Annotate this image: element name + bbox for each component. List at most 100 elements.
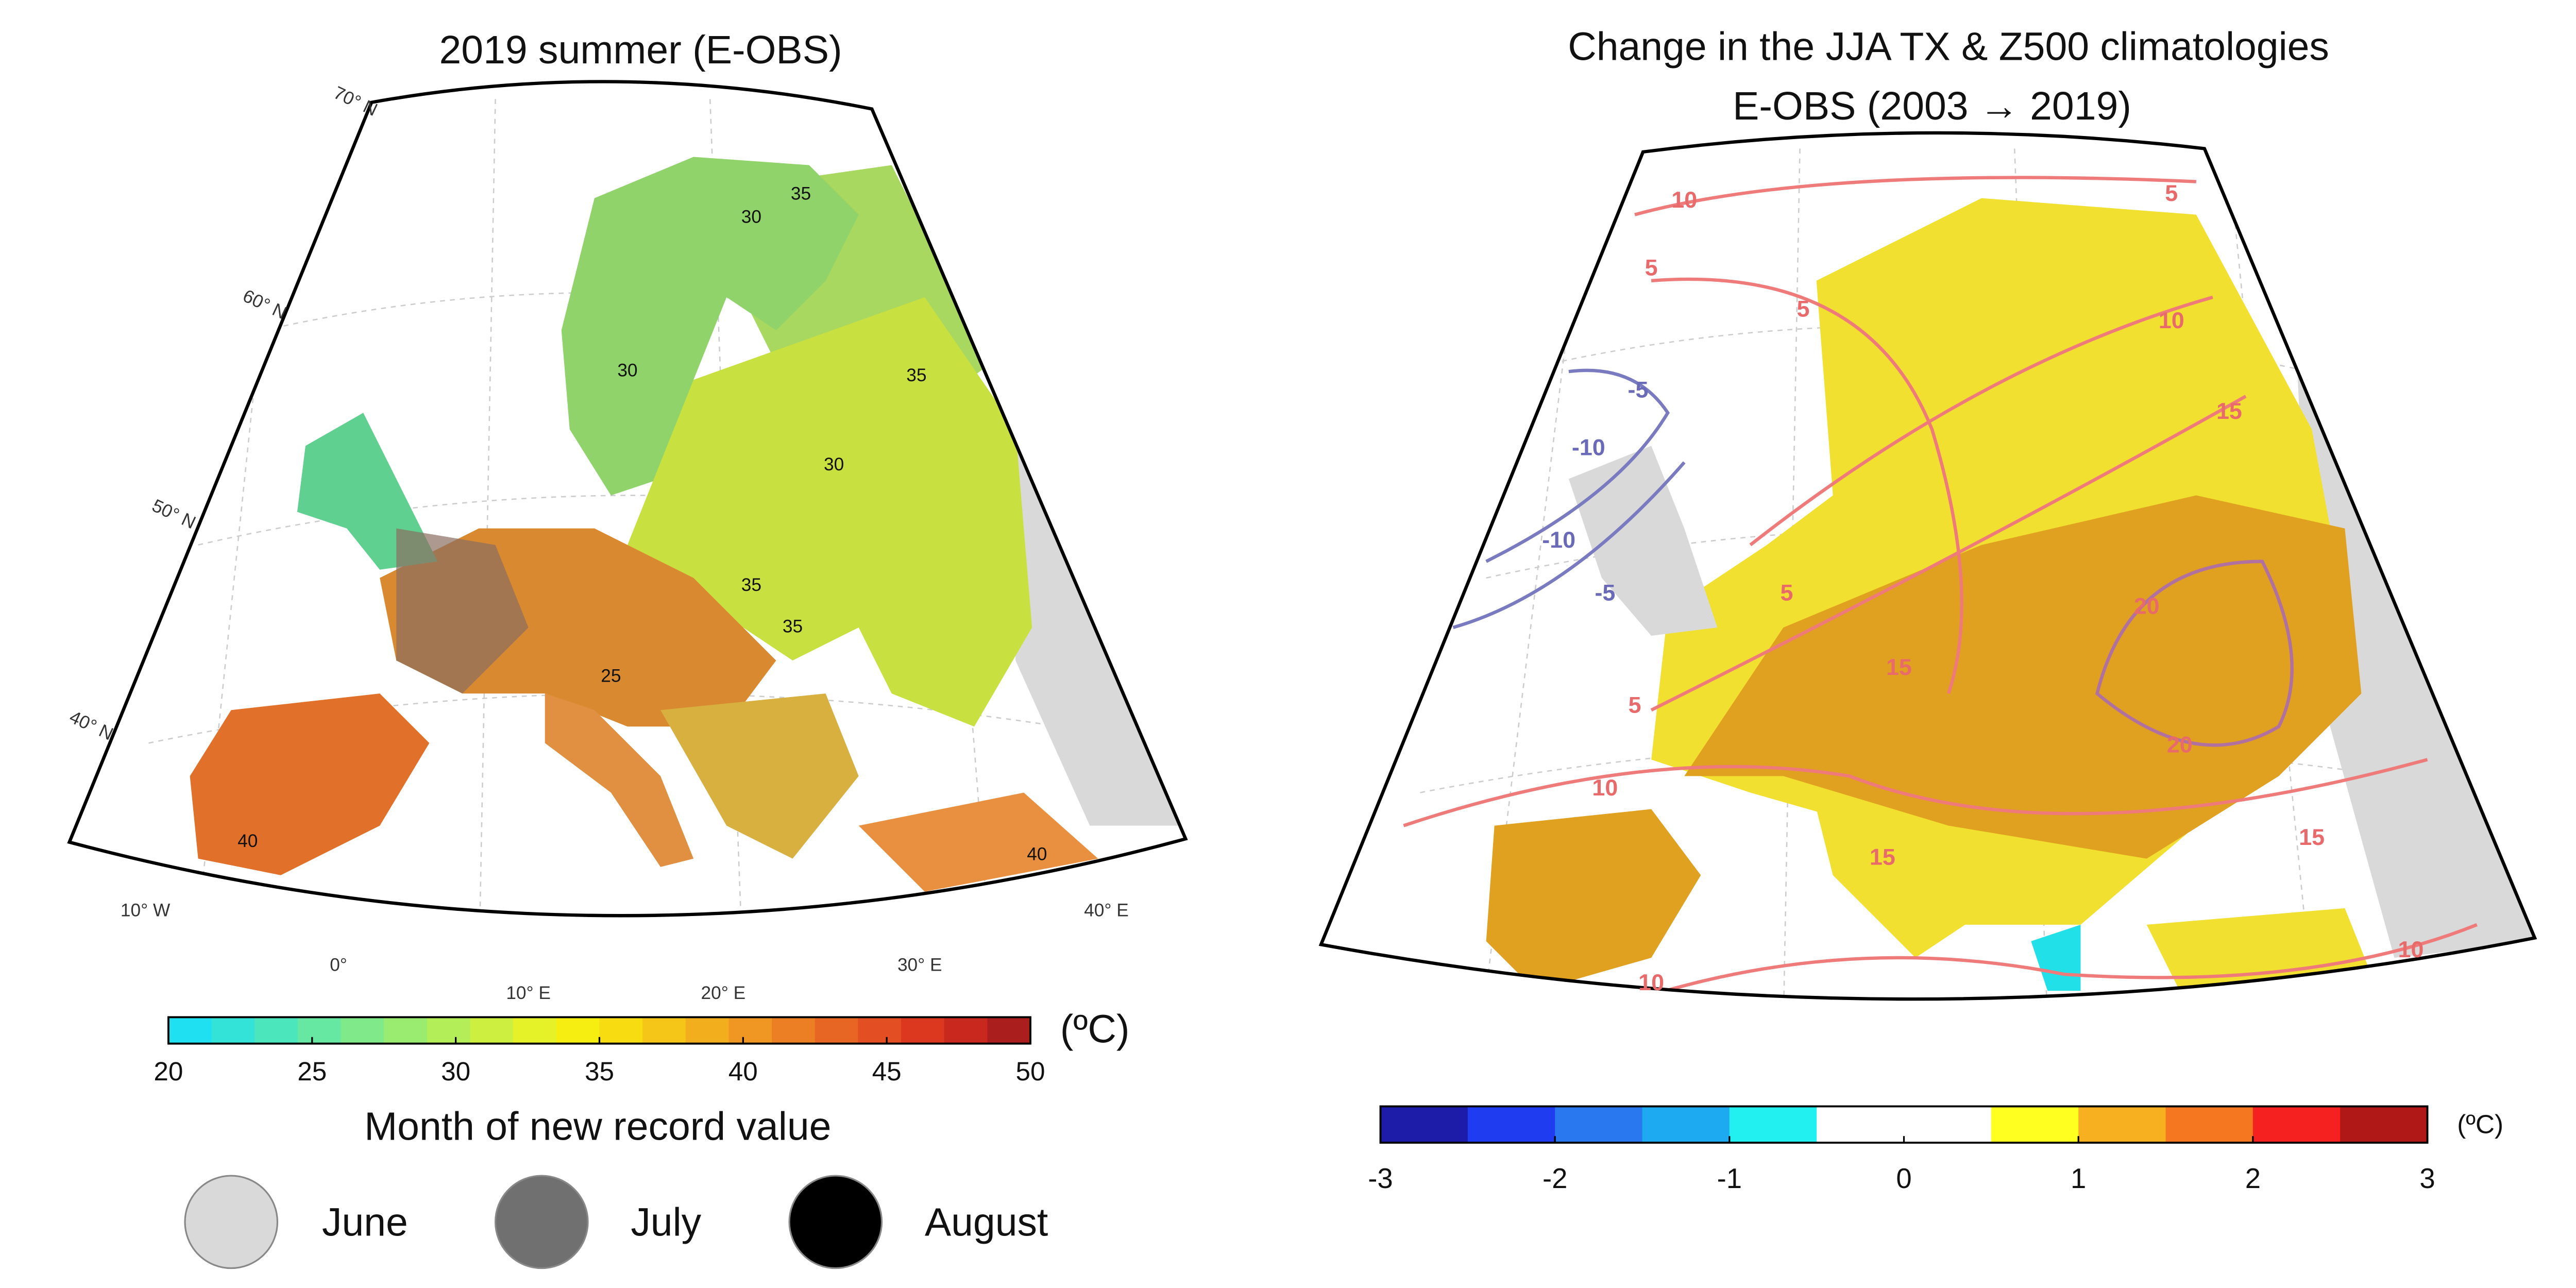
colorbar-segment [901,1017,945,1044]
contour-label: -5 [1595,580,1615,606]
contour-label: 5 [1797,295,1810,321]
contour-label: 10 [1638,969,1664,995]
left-map [67,80,1188,918]
colorbar-segment [255,1017,298,1044]
colorbar-segment [2165,1106,2253,1143]
colorbar-segment [341,1017,385,1044]
contour-label: 40 [1027,844,1047,865]
colorbar-segment [427,1017,471,1044]
legend-marker [788,1175,883,1269]
contour-label: 5 [1629,692,1641,718]
contour-label: 40 [238,831,258,851]
colorbar-segment [685,1017,730,1044]
left-colorbar-unit: (ºC) [1060,1007,1130,1052]
colorbar-segment [858,1017,902,1044]
colorbar-tick-label: 50 [1015,1057,1045,1086]
colorbar-segment [2078,1106,2166,1143]
colorbar-tick-label: 40 [728,1057,758,1086]
colorbar-tick-label: 25 [297,1057,327,1086]
colorbar-tick-label: 35 [585,1057,614,1086]
contour-label: 10 [2159,307,2184,333]
left-title: 2019 summer (E-OBS) [439,28,842,72]
colorbar-segment [297,1017,342,1044]
right-colorbar-unit: (ºC) [2457,1109,2503,1139]
contour-label: 5 [2165,180,2178,206]
latitude-label: 50° N [149,496,199,533]
colorbar-tick-label: 45 [872,1057,902,1086]
right-title: Change in the JJA TX & Z500 climatologie… [1568,24,2329,69]
contour-label: 5 [1780,580,1793,606]
contour-label: 20 [2134,592,2160,619]
contour-label: 15 [2216,398,2242,424]
colorbar-tick-label: -1 [1717,1163,1742,1194]
colorbar-segment [1467,1106,1556,1143]
colorbar-segment [772,1017,816,1044]
colorbar-tick-label: 1 [2071,1163,2086,1194]
longitude-label: 10° E [506,983,551,1003]
colorbar-segment [556,1017,600,1044]
colorbar-tick-label: -3 [1368,1163,1393,1194]
colorbar-tick-label: 3 [2419,1163,2435,1194]
colorbar-tick-label: 30 [441,1057,470,1086]
colorbar-segment [1817,1106,1905,1143]
legend-label: July [631,1200,701,1245]
latitude-label: 60° N [240,286,290,324]
contour-label: 35 [791,184,811,204]
colorbar-tick-label: 20 [154,1057,183,1086]
colorbar-segment [642,1017,686,1044]
contour-label: 30 [617,360,637,380]
longitude-label: 10° W [121,901,171,921]
colorbar-segment [211,1017,256,1044]
contour-label: -5 [1628,376,1649,402]
contour-label: 35 [906,365,926,385]
colorbar-tick-label: -2 [1543,1163,1567,1194]
colorbar-segment [168,1017,212,1044]
colorbar-segment [2340,1106,2428,1143]
contour-label: 10 [1592,774,1618,801]
colorbar-segment [728,1017,773,1044]
colorbar-segment [1991,1106,2079,1143]
latitude-label: 40° N [66,707,116,744]
colorbar-segment [599,1017,643,1044]
longitude-label: 30° E [897,955,942,975]
contour-label: -10 [1572,434,1605,461]
colorbar-segment [987,1017,1031,1044]
contour-label: 15 [1870,844,1895,870]
longitude-label: 40° E [1084,901,1129,921]
contour-label: -10 [1542,527,1575,553]
contour-label: 35 [741,575,761,595]
contour-label: 20 [2167,732,2193,758]
colorbar-segment [815,1017,859,1044]
contour-label: 25 [601,666,621,686]
contour-label: 30 [741,207,761,227]
legend-marker [184,1175,279,1269]
colorbar-tick-label: 0 [1896,1163,1911,1194]
contour-label: 10 [1671,187,1697,213]
right-subtitle: E-OBS (2003 → 2019) [1733,84,2131,128]
legend-marker [494,1175,589,1269]
contour-label: 5 [1645,254,1658,280]
legend-label: August [925,1200,1048,1245]
colorbar-segment [470,1017,514,1044]
colorbar-segment [1380,1106,1468,1143]
legend-label: June [322,1200,408,1245]
right-map [1318,131,2537,1001]
contour-label: 15 [2299,824,2325,850]
colorbar-segment [1729,1106,1818,1143]
contour-label: 35 [783,616,803,636]
colorbar-segment [513,1017,557,1044]
longitude-label: 0° [330,955,347,975]
longitude-label: 20° E [701,983,746,1003]
colorbar-segment [944,1017,988,1044]
colorbar-segment [1555,1106,1643,1143]
contour-label: 10 [2398,936,2424,962]
colorbar-segment [2252,1106,2341,1143]
latitude-label: 70° N [331,82,381,120]
colorbar-tick-label: 2 [2245,1163,2261,1194]
colorbar-segment [384,1017,428,1044]
contour-label: 30 [824,454,844,474]
colorbar-segment [1642,1106,1730,1143]
legend-title: Month of new record value [364,1105,831,1149]
